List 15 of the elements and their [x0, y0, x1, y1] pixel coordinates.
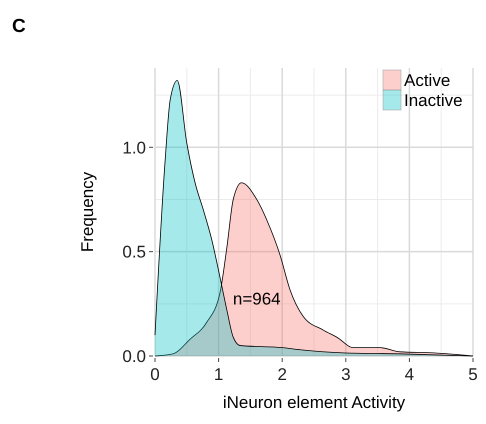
- legend-label: Inactive: [404, 91, 463, 110]
- x-axis-title: iNeuron element Activity: [222, 393, 406, 412]
- x-tick-label: 1: [214, 365, 224, 384]
- x-tick-label: 5: [468, 365, 478, 384]
- x-tick-label: 0: [150, 365, 160, 384]
- x-tick-label: 4: [404, 365, 414, 384]
- annotation: n=964: [232, 289, 281, 308]
- y-axis-title: Frequency: [78, 171, 97, 252]
- x-tick-label: 2: [277, 365, 287, 384]
- y-tick-label: 1.0: [122, 138, 146, 158]
- y-tick-label: 0.5: [122, 242, 146, 262]
- x-tick-label: 3: [341, 365, 351, 384]
- y-tick-label: 0.0: [122, 347, 146, 366]
- legend-label: Active: [404, 71, 450, 90]
- chart-title: C: [12, 16, 26, 37]
